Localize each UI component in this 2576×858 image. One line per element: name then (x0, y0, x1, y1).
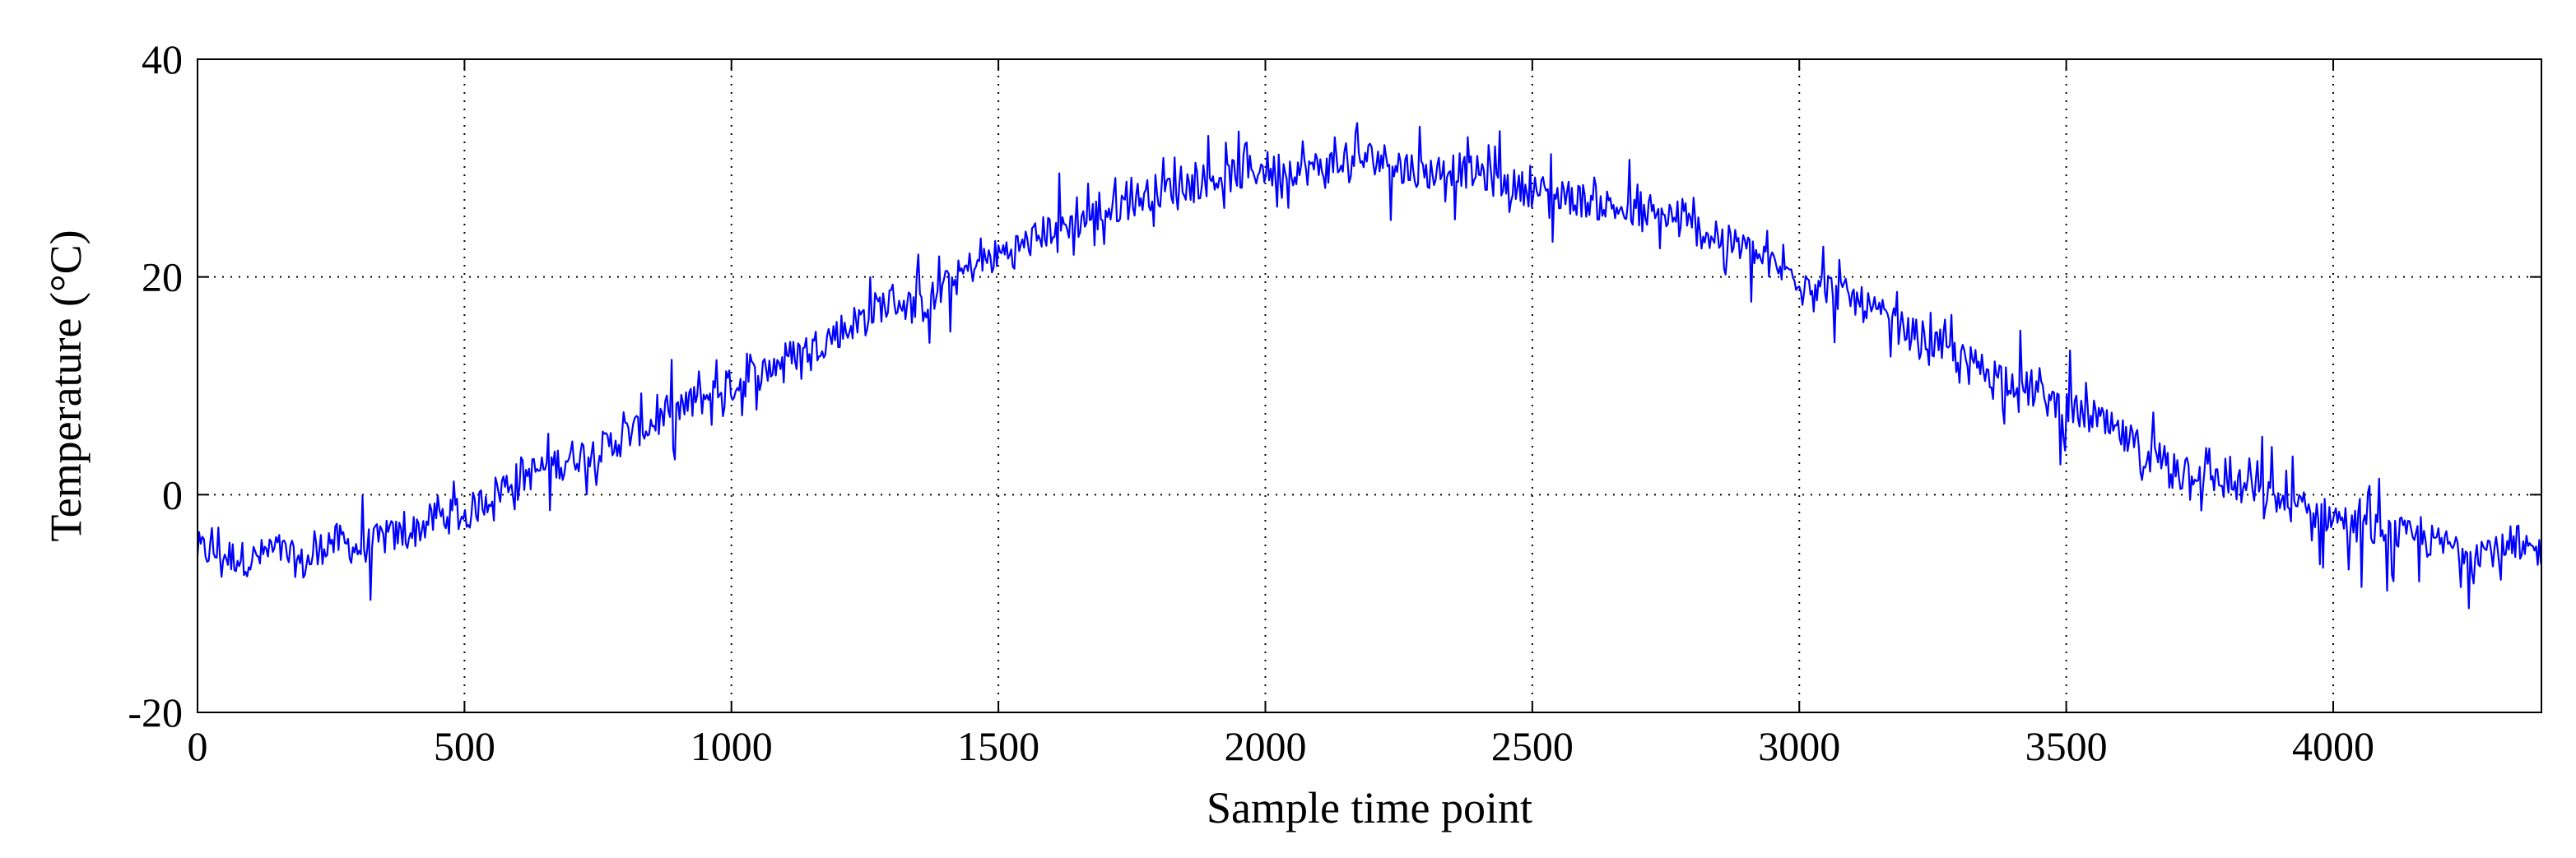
y-tick-label: 40 (142, 36, 183, 82)
temperature-series-line (196, 122, 2542, 610)
x-tick-label: 3000 (1758, 723, 1840, 769)
series-layer (196, 122, 2542, 610)
plot-frame (197, 58, 2542, 713)
y-tick-label: 20 (142, 254, 183, 300)
x-tick-label: 1000 (690, 723, 773, 769)
x-tick-label: 500 (434, 723, 495, 769)
x-tick-label: 1500 (957, 723, 1039, 769)
x-tick-label: 4000 (2292, 723, 2374, 769)
y-tick-label: -20 (128, 689, 183, 735)
x-tick-label: 2000 (1224, 723, 1306, 769)
x-tick-label: 0 (188, 723, 208, 769)
x-axis-label: Sample time point (1207, 783, 1532, 832)
x-tick-label: 3500 (2025, 723, 2108, 769)
y-axis-label: Temperature (°C) (41, 230, 91, 541)
y-tick-label: 0 (162, 471, 183, 517)
x-tick-label: 2500 (1491, 723, 1574, 769)
axis-ticks (197, 58, 2541, 713)
grid-lines (198, 59, 2541, 712)
